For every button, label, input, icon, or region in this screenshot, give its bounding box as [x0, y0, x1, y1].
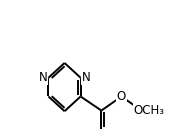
Text: OCH₃: OCH₃ — [133, 104, 164, 117]
Text: N: N — [82, 71, 91, 84]
Text: O: O — [117, 90, 126, 103]
Text: N: N — [38, 71, 47, 84]
